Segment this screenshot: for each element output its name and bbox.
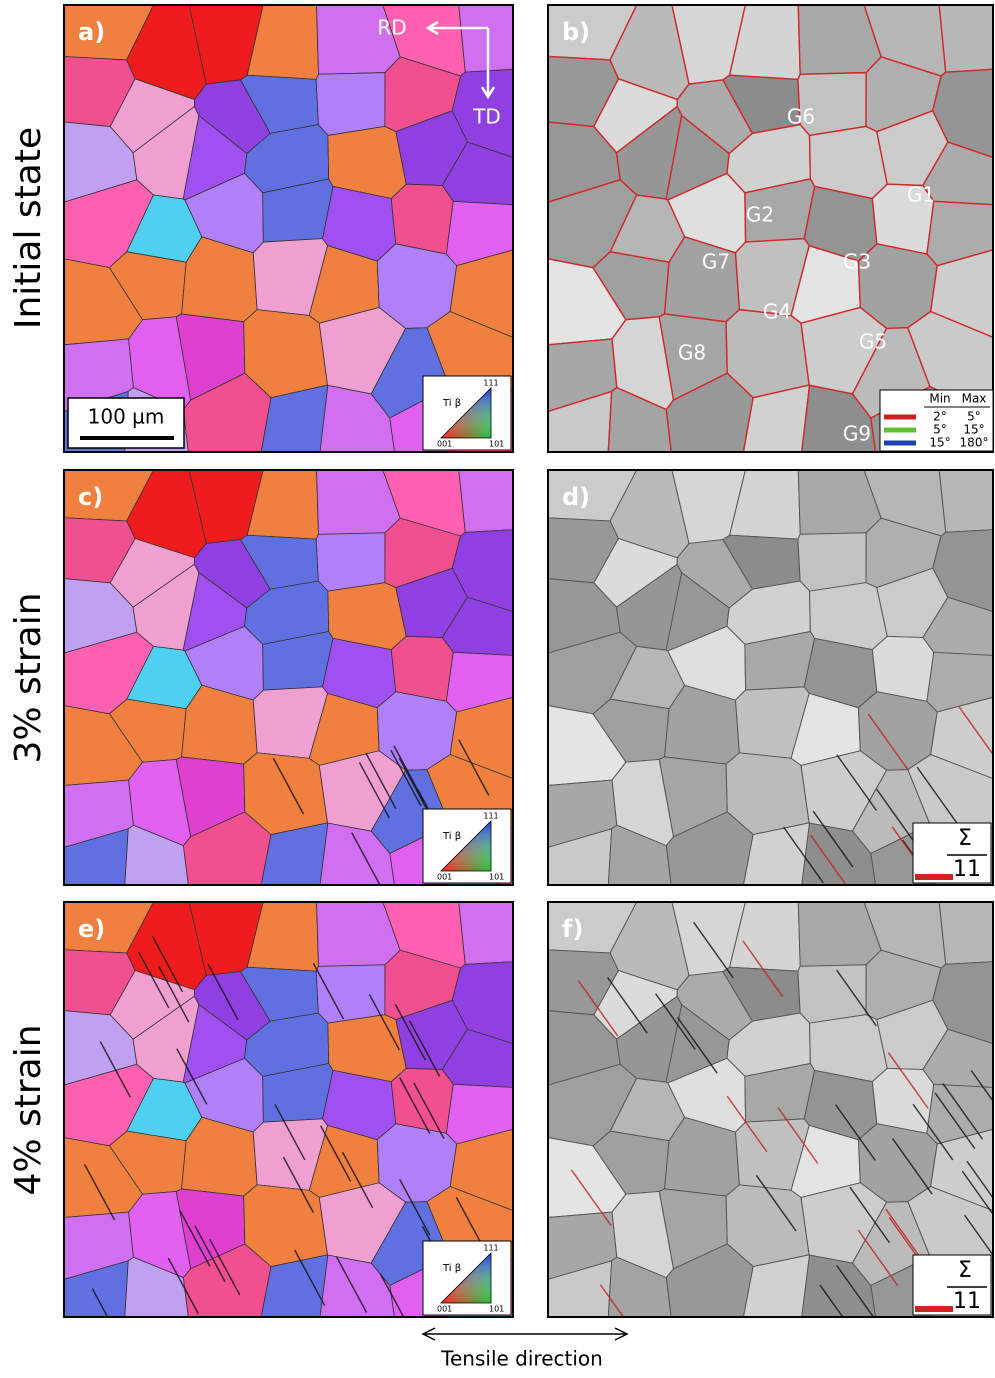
grain — [459, 470, 513, 532]
sigma-symbol: Σ — [958, 1258, 972, 1283]
grain — [316, 73, 385, 136]
row-label: 4% strain — [8, 1024, 49, 1195]
ipf-phase: Ti β — [442, 831, 461, 842]
ipf-corner: 101 — [489, 440, 504, 449]
grain-label: G5 — [859, 330, 887, 354]
legend-header: Max — [962, 392, 987, 406]
grain-label: G2 — [746, 203, 774, 227]
legend-max: 5° — [967, 410, 981, 424]
page: a) Ti β 111 001 101 b) c) Ti β 111 001 101 d) Σ 11 e) T… — [0, 0, 995, 1378]
rd-label: RD — [377, 16, 406, 40]
grain — [459, 902, 513, 964]
grain — [316, 965, 385, 1023]
ipf-corner: 001 — [437, 440, 452, 449]
ipf-corner: 001 — [437, 873, 452, 882]
ipf-corner: 101 — [489, 1305, 504, 1314]
legend-header: Min — [929, 392, 950, 406]
ipf-phase: Ti β — [442, 1263, 461, 1274]
scale-bar-label: 100 µm — [88, 405, 165, 429]
panel-label: a) — [78, 18, 105, 46]
sigma-symbol: Σ — [958, 826, 972, 851]
grain-label: G4 — [763, 300, 791, 324]
sigma-value: 11 — [953, 1289, 981, 1314]
grain — [939, 902, 993, 964]
grain-label: G3 — [843, 250, 871, 274]
panel-label: e) — [78, 915, 105, 943]
grain-label: G7 — [702, 250, 730, 274]
sigma-value: 11 — [953, 857, 981, 882]
legend-min: 5° — [933, 423, 947, 437]
figure: a) Ti β 111 001 101 b) c) Ti β 111 001 101 d) Σ 11 e) T… — [0, 0, 995, 1373]
grain — [798, 533, 866, 591]
panel-label: d) — [562, 483, 590, 511]
ipf-corner: 111 — [483, 379, 498, 388]
legend-min: 2° — [933, 410, 947, 424]
ipf-corner: 001 — [437, 1305, 452, 1314]
grain — [939, 5, 993, 72]
grain — [391, 184, 453, 254]
legend-max: 180° — [960, 436, 989, 450]
grain — [391, 636, 453, 701]
td-label: TD — [472, 105, 501, 129]
grain-label: G6 — [787, 105, 815, 129]
legend-max: 15° — [963, 423, 984, 437]
grain — [872, 636, 933, 701]
grain-label: G1 — [907, 183, 935, 207]
tensile-arrow — [423, 1328, 627, 1340]
grain-label: G8 — [678, 341, 706, 365]
panel-label: f) — [562, 915, 583, 943]
micrograph — [548, 5, 993, 452]
ipf-phase: Ti β — [442, 398, 461, 409]
panel-label: c) — [78, 483, 103, 511]
tensile-label: Tensile direction — [440, 1347, 603, 1371]
grain — [939, 470, 993, 532]
grain-label: G9 — [843, 422, 871, 446]
panel-label: b) — [562, 18, 590, 46]
legend-min: 15° — [929, 436, 950, 450]
grain — [459, 5, 513, 72]
row-label: 3% strain — [8, 592, 49, 763]
grain — [872, 1068, 933, 1133]
grain — [316, 533, 385, 591]
ipf-corner: 101 — [489, 873, 504, 882]
ipf-corner: 111 — [483, 1244, 498, 1253]
ipf-corner: 111 — [483, 812, 498, 821]
row-label: Initial state — [8, 127, 49, 329]
grain — [798, 965, 866, 1023]
